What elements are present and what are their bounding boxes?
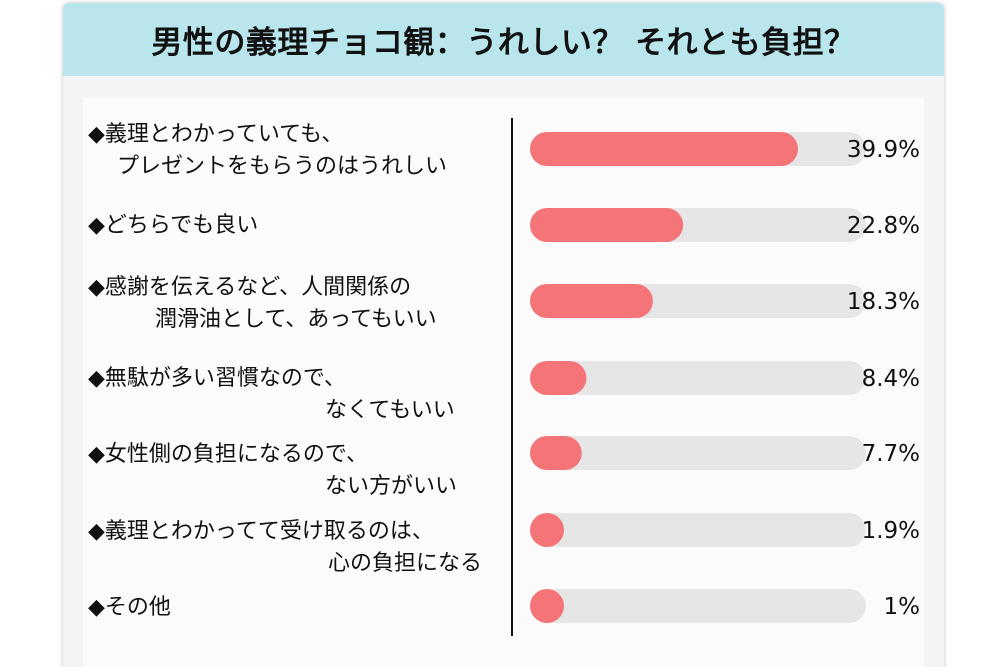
value-label: 39.9%	[847, 137, 920, 163]
bar-track	[530, 589, 866, 623]
category-label: ◆無駄が多い習慣なので、	[88, 366, 347, 391]
bar	[530, 132, 798, 166]
category-label: ◆感謝を伝えるなど、人間関係の	[88, 275, 412, 300]
bar	[530, 513, 564, 547]
value-label: 1.9%	[862, 518, 920, 544]
bar	[530, 284, 653, 318]
category-label-line2: プレゼントをもらうのはうれしい	[117, 154, 448, 179]
value-label: 18.3%	[847, 289, 920, 315]
value-label: 1%	[884, 594, 921, 620]
category-label: ◆女性側の負担になるので、	[88, 442, 369, 467]
chart-card: 男性の義理チョコ観：うれしい？ それとも負担？	[63, 3, 944, 667]
title-band: 男性の義理チョコ観：うれしい？ それとも負担？	[63, 3, 944, 76]
value-label: 22.8%	[847, 213, 920, 239]
bar	[530, 589, 564, 623]
category-label: ◆どちらでも良い	[88, 213, 259, 238]
bar-track	[530, 513, 866, 547]
category-label: ◆その他	[88, 595, 171, 620]
category-label: ◆義理とわかっていても、	[88, 122, 344, 147]
bar	[530, 208, 684, 242]
category-label: ◆義理とわかってて受け取るのは、	[88, 519, 434, 544]
bar	[530, 436, 582, 470]
category-label-line2: ない方がいい	[325, 474, 458, 499]
category-label-line2: 潤滑油として、あってもいい	[155, 307, 437, 332]
value-label: 8.4%	[862, 366, 920, 392]
chart-title: 男性の義理チョコ観：うれしい？ それとも負担？	[151, 25, 856, 61]
value-label: 7.7%	[862, 441, 920, 467]
category-label-line2: なくてもいい	[325, 398, 455, 423]
bar-track	[530, 361, 866, 395]
bar-track	[530, 436, 866, 470]
category-label-line2: 心の負担になる	[328, 551, 483, 576]
bar	[530, 361, 587, 395]
